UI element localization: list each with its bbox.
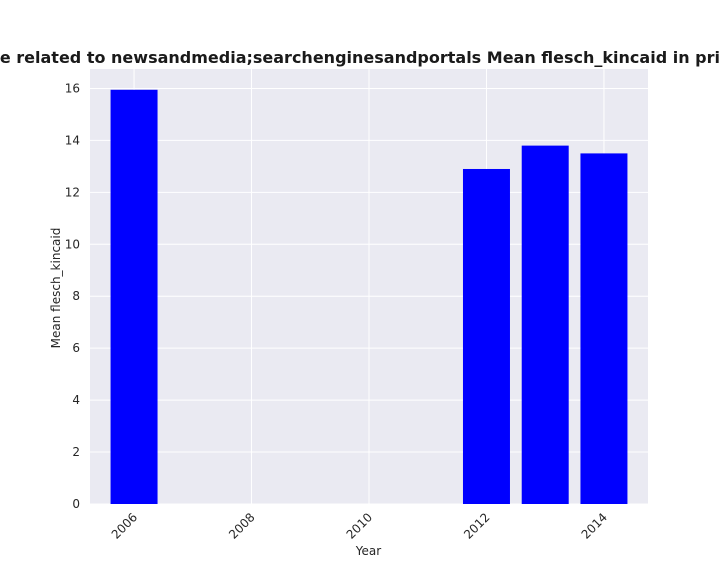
y-tick-label: 12 [65,185,80,199]
y-tick-label: 4 [72,393,80,407]
bar-2012 [462,168,510,504]
y-tick-labels: 0 2 4 6 8 10 12 14 16 [65,81,80,511]
bar-2013 [521,145,569,504]
y-tick-label: 10 [65,237,80,251]
y-tick-label: 0 [72,497,80,511]
y-axis-label: Mean flesch_kincaid [49,228,63,349]
bars [110,89,628,504]
x-axis-label: Year [355,544,381,558]
chart-title: ories are related to newsandmedia;search… [0,48,720,67]
y-tick-label: 8 [72,289,80,303]
y-tick-label: 14 [65,133,80,147]
bar-2014 [580,153,628,504]
y-tick-label: 16 [65,81,80,95]
bar-2006 [110,89,158,504]
y-tick-label: 2 [72,445,80,459]
y-tick-label: 6 [72,341,80,355]
